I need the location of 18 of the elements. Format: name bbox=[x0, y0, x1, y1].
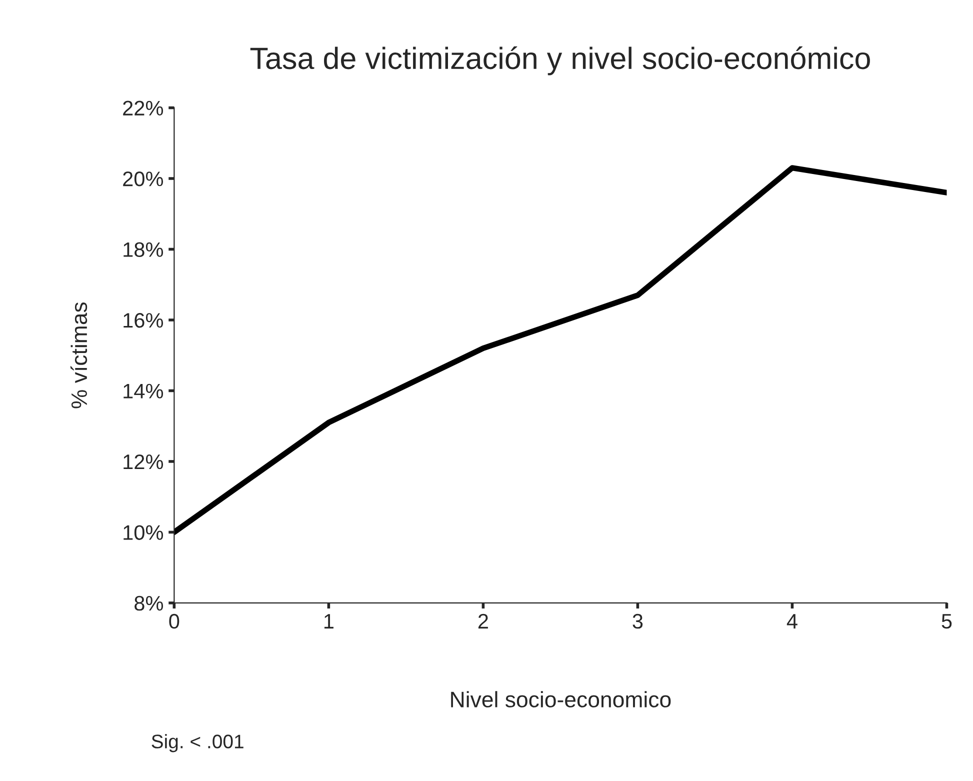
y-tick-label: 22% bbox=[123, 100, 164, 116]
y-tick-label: 12% bbox=[124, 454, 164, 470]
y-tick-label: 16% bbox=[124, 312, 164, 328]
x-tick-label: 3 bbox=[632, 614, 643, 629]
y-tick-label: 8% bbox=[134, 596, 164, 611]
y-tick-label: 20% bbox=[123, 172, 164, 186]
y-tick-label: 14% bbox=[124, 384, 164, 398]
x-tick-label: 2 bbox=[478, 614, 488, 628]
y-tick-label: 10% bbox=[124, 525, 164, 540]
x-tick-label: 4 bbox=[786, 614, 798, 628]
x-axis-title: Nivel socio-economico bbox=[451, 691, 671, 708]
x-tick-label: 1 bbox=[324, 614, 334, 628]
y-axis-title: % víctimas bbox=[70, 302, 88, 408]
x-tick-label: 5 bbox=[942, 614, 952, 629]
text: Sig. < .001 bbox=[152, 734, 244, 752]
y-tick-label: 18% bbox=[124, 242, 164, 258]
chart-title: Tasa de victimización y nivel socio-económico bbox=[250, 46, 870, 76]
x-tick-label: 0 bbox=[169, 614, 180, 629]
